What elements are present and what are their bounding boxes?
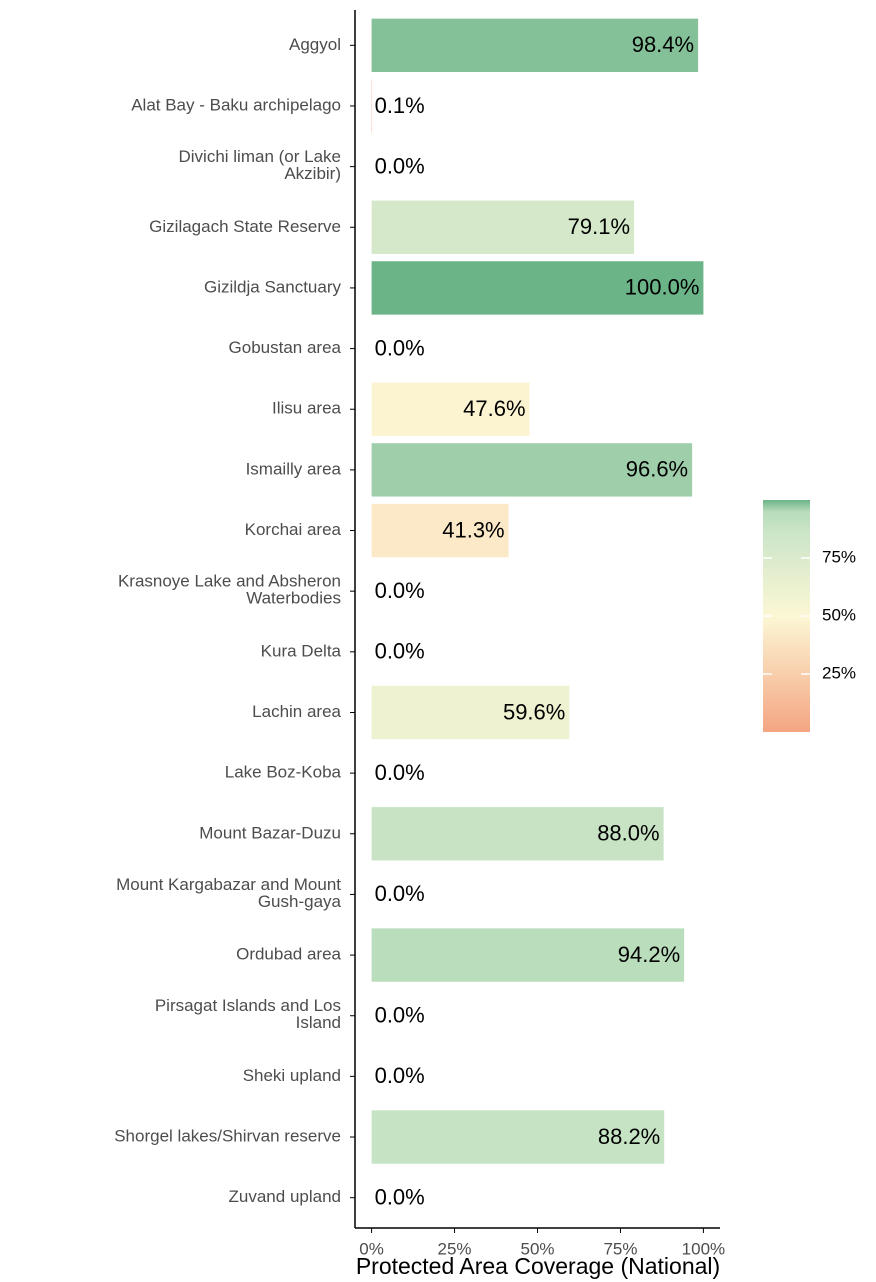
y-tick-label: Zuvand upland xyxy=(229,1187,341,1206)
bar xyxy=(371,18,699,73)
bar xyxy=(371,807,664,861)
bar xyxy=(371,200,635,254)
y-tick-label: Gizildja Sanctuary xyxy=(204,277,342,296)
value-label: 79.1% xyxy=(568,214,630,239)
colorbar-label: 25% xyxy=(822,663,856,682)
y-tick-label: Gobustan area xyxy=(229,338,342,357)
y-tick-label: Aggyol xyxy=(289,35,341,54)
value-label: 47.6% xyxy=(463,396,525,421)
value-label: 88.0% xyxy=(597,821,659,846)
y-tick-label: Ilisu area xyxy=(272,399,342,418)
y-tick-label: Mount Kargabazar and Mount Gush-gaya xyxy=(116,875,341,911)
value-label: 0.0% xyxy=(375,578,425,603)
value-label: 0.0% xyxy=(375,1184,425,1209)
y-tick-label: Lake Boz-Koba xyxy=(225,763,342,782)
y-tick-label: Ordubad area xyxy=(236,945,341,964)
x-axis-title: Protected Area Coverage (National) xyxy=(356,1253,720,1279)
value-label: 94.2% xyxy=(618,942,680,967)
x-tick-label: 100% xyxy=(682,1239,725,1258)
y-tick-label: Ismailly area xyxy=(246,459,342,478)
value-label: 59.6% xyxy=(503,699,565,724)
value-label: 88.2% xyxy=(598,1124,660,1149)
y-tick-label: Krasnoye Lake and Absheron Waterbodies xyxy=(118,572,341,608)
value-label: 0.0% xyxy=(375,760,425,785)
y-tick-label: Kura Delta xyxy=(261,641,342,660)
y-tick-label: Pirsagat Islands and Los Island xyxy=(155,997,341,1033)
value-label: 0.0% xyxy=(375,153,425,178)
value-label: 0.0% xyxy=(375,881,425,906)
value-label: 96.6% xyxy=(626,457,688,482)
colorbar-label: 50% xyxy=(822,605,856,624)
x-tick-label: 0% xyxy=(359,1239,384,1258)
y-tick-label: Lachin area xyxy=(252,702,341,721)
bar xyxy=(371,685,570,740)
y-tick-label: Sheki upland xyxy=(243,1066,341,1085)
y-tick-label: Alat Bay - Baku archipelago xyxy=(131,95,341,114)
bar xyxy=(371,928,685,982)
colorbar-label: 75% xyxy=(822,547,856,566)
bar xyxy=(371,1110,665,1164)
y-tick-label: Gizilagach State Reserve xyxy=(149,217,341,236)
x-tick-label: 75% xyxy=(603,1239,637,1258)
y-tick-label: Shorgel lakes/Shirvan reserve xyxy=(114,1127,341,1146)
y-tick-label: Korchai area xyxy=(245,520,342,539)
x-tick-label: 50% xyxy=(520,1239,554,1258)
value-label: 0.0% xyxy=(375,639,425,664)
bar xyxy=(371,503,509,558)
value-label: 41.3% xyxy=(442,517,504,542)
bar xyxy=(371,382,530,436)
y-tick-label: Divichi liman (or Lake Akzibir) xyxy=(179,148,342,184)
value-label: 0.1% xyxy=(375,93,425,118)
y-tick-label: Mount Bazar-Duzu xyxy=(199,823,341,842)
bar xyxy=(371,443,693,497)
value-label: 0.0% xyxy=(375,1003,425,1028)
value-label: 100.0% xyxy=(625,275,700,300)
value-label: 98.4% xyxy=(632,32,694,57)
x-tick-label: 25% xyxy=(438,1239,472,1258)
bar xyxy=(371,261,704,315)
value-label: 0.0% xyxy=(375,1063,425,1088)
value-label: 0.0% xyxy=(375,335,425,360)
